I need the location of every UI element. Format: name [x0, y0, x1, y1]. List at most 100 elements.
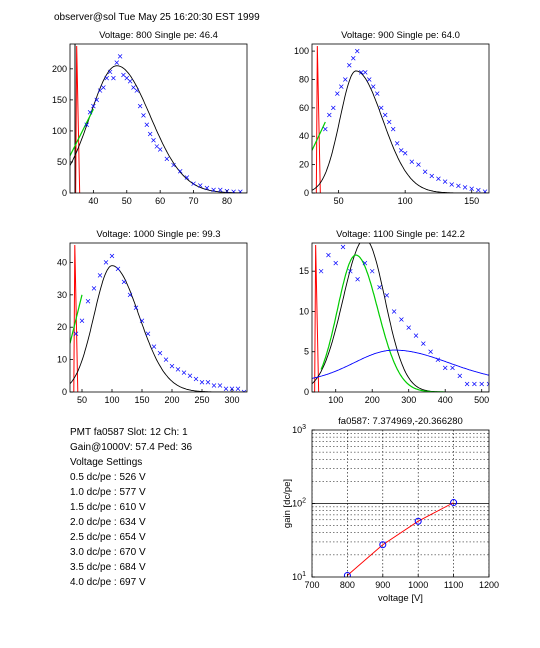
data-point [231, 189, 236, 193]
y-tick-label: 40 [299, 131, 309, 141]
data-point [362, 70, 368, 75]
plot-area [312, 45, 489, 193]
data-point [472, 381, 477, 387]
y-tick-exponent: 3 [302, 424, 306, 431]
data-point [377, 285, 382, 290]
chart-2: Voltage: 900 Single pe: 64.0 50 100 150 0 20 4… [294, 30, 490, 206]
y-tick-label: 100 [52, 126, 67, 136]
data-point [409, 159, 415, 165]
green-curve [70, 294, 83, 344]
y-tick-label: 103 [292, 424, 306, 435]
data-point [205, 380, 211, 385]
data-point [318, 268, 324, 274]
x-tick-label: 100 [104, 395, 119, 405]
data-point [151, 344, 157, 349]
data-point [204, 185, 210, 191]
data-point [464, 381, 470, 387]
data-point [94, 97, 99, 103]
plot-area [70, 44, 247, 193]
y-tick-label: 101 [292, 571, 306, 582]
plot-area [312, 430, 489, 577]
data-point [91, 286, 97, 291]
data-point [339, 84, 344, 89]
data-point [121, 279, 127, 285]
data-point [139, 318, 145, 323]
plot-area [312, 243, 489, 392]
data-point [327, 112, 332, 118]
y-tick-label: 30 [57, 290, 67, 300]
data-point [476, 187, 481, 193]
data-point [169, 363, 175, 369]
data-point [84, 122, 89, 127]
data-point [340, 244, 346, 250]
chart-title: fa0587: 7.374969,-20.366280 [338, 416, 463, 427]
setting-5: 3.0 dc/pe : 670 V [70, 547, 146, 558]
data-point [115, 266, 121, 272]
green-curve [320, 254, 446, 392]
x-tick-label: 1000 [408, 580, 428, 590]
data-point [137, 103, 143, 109]
x-tick-label: 150 [464, 196, 479, 206]
fit-curve [70, 65, 247, 193]
data-point [133, 305, 139, 311]
setting-1: 1.0 dc/pe : 577 V [70, 487, 146, 498]
y-tick-label: 0 [62, 387, 67, 397]
data-point [104, 75, 109, 81]
data-point [421, 341, 426, 346]
data-point [191, 181, 196, 186]
data-point [335, 91, 340, 96]
chart-title: Voltage: 900 Single pe: 64.0 [341, 30, 460, 41]
data-point [163, 357, 169, 362]
data-point [399, 317, 404, 322]
chart-title: Voltage: 800 Single pe: 46.4 [99, 30, 218, 41]
data-point [379, 541, 387, 549]
axes-frame [69, 43, 248, 194]
data-point [193, 376, 199, 382]
data-point [127, 79, 133, 84]
data-point [398, 148, 404, 153]
data-point [442, 179, 448, 184]
y-tick-label: 10 [299, 306, 309, 316]
y-tick-label: 40 [57, 257, 67, 267]
data-point [164, 156, 170, 162]
data-point [85, 299, 91, 304]
data-point [107, 69, 113, 75]
pmt-id-line: PMT fa0587 Slot: 12 Ch: 1 [70, 427, 188, 438]
data-point [351, 55, 356, 61]
data-point [147, 131, 153, 137]
gain-fit-line [347, 502, 454, 576]
chart-title: Voltage: 1000 Single pe: 99.3 [96, 229, 220, 240]
data-point [348, 268, 353, 274]
pmt-info-panel: PMT fa0587 Slot: 12 Ch: 1 Gain@1000V: 57… [70, 425, 192, 590]
axes-frame [311, 43, 490, 194]
data-point [238, 189, 243, 193]
data-point [323, 126, 328, 132]
data-point [181, 370, 187, 375]
data-point [450, 499, 458, 507]
setting-2: 1.5 dc/pe : 610 V [70, 502, 146, 513]
data-point [103, 260, 109, 265]
gain-line: Gain@1000V: 57.4 Ped: 36 [70, 442, 193, 453]
data-point [413, 333, 419, 338]
data-point [406, 325, 411, 330]
data-point [456, 183, 461, 189]
axes-frame [69, 242, 248, 393]
chart-title: Voltage: 1100 Single pe: 142.2 [336, 229, 465, 240]
x-tick-label: 300 [224, 395, 239, 405]
x-tick-label: 70 [189, 196, 199, 206]
pedestal-curve [314, 244, 320, 392]
data-point [422, 169, 428, 174]
x-tick-label: 150 [134, 395, 149, 405]
x-tick-label: 700 [304, 580, 319, 590]
data-point [362, 260, 368, 266]
y-tick-label: 100 [294, 46, 309, 56]
y-tick-label: 150 [52, 95, 67, 105]
y-tick-label: 0 [62, 188, 67, 198]
data-point [187, 373, 193, 379]
data-point [343, 571, 351, 577]
x-axis-label: voltage [V] [378, 593, 423, 604]
data-point [171, 162, 176, 168]
x-tick-label: 200 [164, 395, 179, 405]
